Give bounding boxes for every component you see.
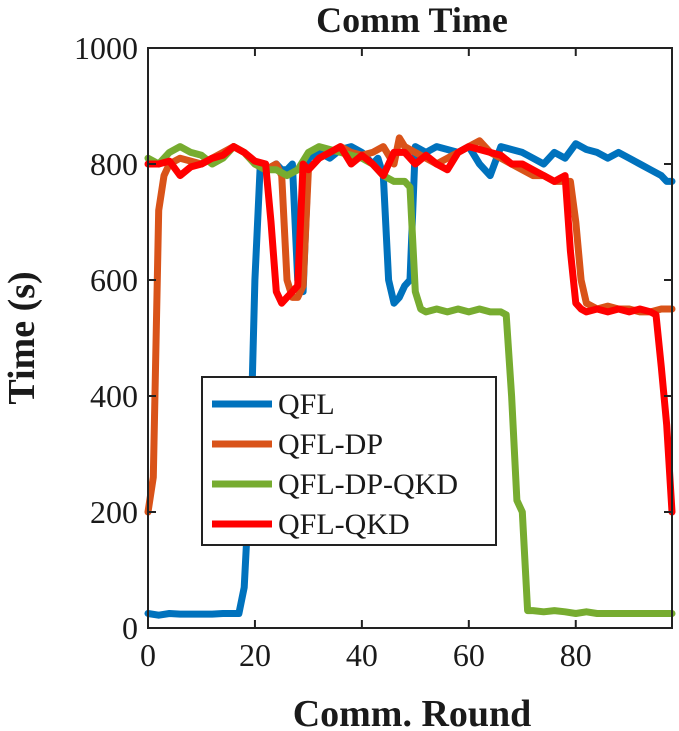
legend-label-qfl-qkd: QFL-QKD <box>278 508 410 541</box>
series-line-qfl-qkd <box>144 143 676 516</box>
y-tick-label: 600 <box>90 262 138 298</box>
series-layer <box>144 134 676 619</box>
legend-label-qfl-dp: QFL-DP <box>278 428 383 461</box>
x-axis: 0 20 40 60 80 <box>140 48 592 673</box>
x-axis-title: Comm. Round <box>293 693 532 731</box>
y-tick-label: 800 <box>90 146 138 182</box>
y-tick-label: 1000 <box>74 30 138 66</box>
legend: QFL QFL-DP QFL-DP-QKD QFL-QKD <box>201 376 497 546</box>
y-tick-label: 400 <box>90 378 138 414</box>
legend-label-qfl-dp-qkd: QFL-DP-QKD <box>278 468 458 501</box>
y-tick-label: 200 <box>90 494 138 530</box>
x-tick-label: 20 <box>239 637 271 673</box>
y-axis-title: Time (s) <box>1 271 43 404</box>
x-tick-label: 0 <box>140 637 156 673</box>
plot-frame <box>147 47 673 629</box>
y-tick-label: 0 <box>122 610 138 646</box>
y-axis: 0 200 400 600 800 1000 <box>74 30 672 646</box>
chart-title: Comm Time <box>316 0 508 40</box>
series-line-qfl <box>144 140 676 619</box>
x-tick-label: 60 <box>453 637 485 673</box>
x-tick-label: 80 <box>560 637 592 673</box>
x-tick-label: 40 <box>346 637 378 673</box>
legend-label-qfl: QFL <box>278 388 335 421</box>
